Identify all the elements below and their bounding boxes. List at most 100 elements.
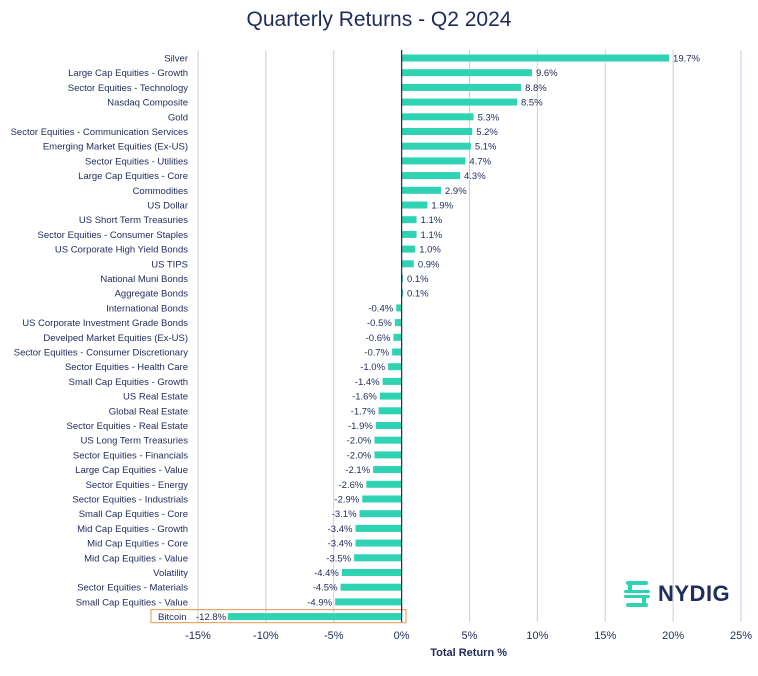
category-label: US TIPS (151, 259, 188, 270)
logo-text: NYDIG (658, 581, 731, 606)
bar (401, 69, 532, 77)
data-label: -1.6% (352, 392, 377, 403)
category-label: US Corporate Investment Grade Bonds (22, 318, 188, 329)
bar (401, 216, 417, 224)
category-label: National Muni Bonds (100, 274, 188, 285)
category-label: Sector Equities - Communication Services (11, 127, 189, 138)
nydig-logo-icon (624, 581, 650, 607)
data-label: -2.0% (347, 450, 372, 461)
category-label: Mid Cap Equities - Value (84, 553, 188, 564)
category-label: Gold (168, 112, 188, 123)
bar (359, 510, 402, 518)
bar (375, 422, 402, 429)
category-label: US Long Term Treasuries (80, 436, 188, 447)
data-label: -1.9% (348, 421, 373, 432)
bar (341, 569, 402, 576)
bar (374, 436, 402, 444)
data-label: 1.9% (431, 201, 453, 212)
chart-title: Quarterly Returns - Q2 2024 (246, 8, 512, 31)
bar (401, 142, 471, 150)
data-label: 5.1% (475, 142, 497, 153)
bar (401, 172, 460, 180)
bar (401, 54, 670, 62)
category-label: US Dollar (147, 201, 188, 212)
x-tick-label: 15% (594, 630, 616, 642)
category-label: International Bonds (106, 303, 188, 314)
category-label: Sector Equities - Utilities (85, 156, 188, 167)
bar (401, 260, 414, 268)
data-label: 4.7% (469, 156, 491, 167)
bar (382, 377, 402, 385)
bar (401, 186, 441, 194)
bar (373, 466, 402, 474)
bar (394, 319, 402, 327)
data-label: 2.9% (445, 186, 467, 197)
data-label: -4.5% (313, 583, 338, 594)
data-label: -0.5% (367, 318, 392, 329)
data-label: -3.4% (328, 539, 353, 550)
bar (401, 275, 403, 282)
category-label: Mid Cap Equities - Core (87, 539, 188, 550)
x-tick-label: 0% (394, 630, 410, 642)
bar (401, 230, 417, 238)
bar (392, 348, 402, 356)
category-label: Volatility (153, 568, 188, 579)
bar (401, 157, 466, 165)
bar (401, 98, 518, 106)
category-label: Silver (164, 54, 188, 65)
data-label: 1.0% (419, 245, 441, 256)
category-label: Large Cap Equities - Growth (68, 68, 188, 79)
bar (401, 113, 474, 121)
data-label: -2.0% (347, 436, 372, 447)
data-label: -3.1% (332, 509, 357, 520)
category-label: Sector Equities - Financials (73, 450, 188, 461)
bar (366, 480, 402, 488)
category-label: Sector Equities - Health Care (65, 362, 188, 373)
data-label: -1.4% (355, 377, 380, 388)
data-label: 0.1% (407, 274, 429, 285)
data-label: -2.1% (345, 465, 370, 476)
bar (355, 524, 402, 532)
category-label: Nasdaq Composite (107, 98, 188, 109)
data-label: -1.0% (360, 362, 385, 373)
category-label: Large Cap Equities - Core (78, 171, 188, 182)
data-label: -0.4% (368, 303, 393, 314)
category-label: Sector Equities - Consumer Discretionary (14, 348, 188, 359)
category-label: Develped Market Equities (Ex-US) (43, 333, 188, 344)
bar (401, 83, 522, 91)
category-label: Small Cap Equities - Growth (69, 377, 188, 388)
bar (340, 583, 402, 591)
bar (388, 363, 402, 371)
bar (396, 304, 402, 312)
data-label: -4.4% (314, 568, 339, 579)
data-label: 9.6% (536, 68, 558, 79)
bar (401, 128, 473, 135)
nydig-logo: NYDIG (622, 578, 730, 610)
x-tick-label: 10% (526, 630, 548, 642)
bar (401, 289, 403, 297)
x-axis-label: Total Return % (430, 647, 507, 659)
data-label: 1.1% (421, 230, 443, 241)
data-label: -3.5% (326, 553, 351, 564)
data-label: -0.7% (364, 348, 389, 359)
category-label: Sector Equities - Technology (68, 83, 188, 94)
data-label: -1.7% (351, 406, 376, 417)
category-label: Commodities (133, 186, 189, 197)
data-label: -12.8% (196, 612, 227, 623)
bar (227, 613, 402, 621)
x-tick-label: 25% (730, 630, 752, 642)
data-label: 0.9% (418, 259, 440, 270)
category-label: Global Real Estate (109, 406, 188, 417)
x-tick-label: -15% (185, 630, 211, 642)
bar (354, 554, 402, 562)
bitcoin-highlight-box (150, 608, 407, 624)
category-label: Sector Equities - Materials (77, 583, 188, 594)
data-label: -3.4% (328, 524, 353, 535)
category-label: Bitcoin (158, 612, 187, 623)
data-label: 8.5% (521, 98, 543, 109)
category-label: Sector Equities - Consumer Staples (38, 230, 189, 241)
bar (355, 539, 402, 547)
data-label: 5.2% (476, 127, 498, 138)
